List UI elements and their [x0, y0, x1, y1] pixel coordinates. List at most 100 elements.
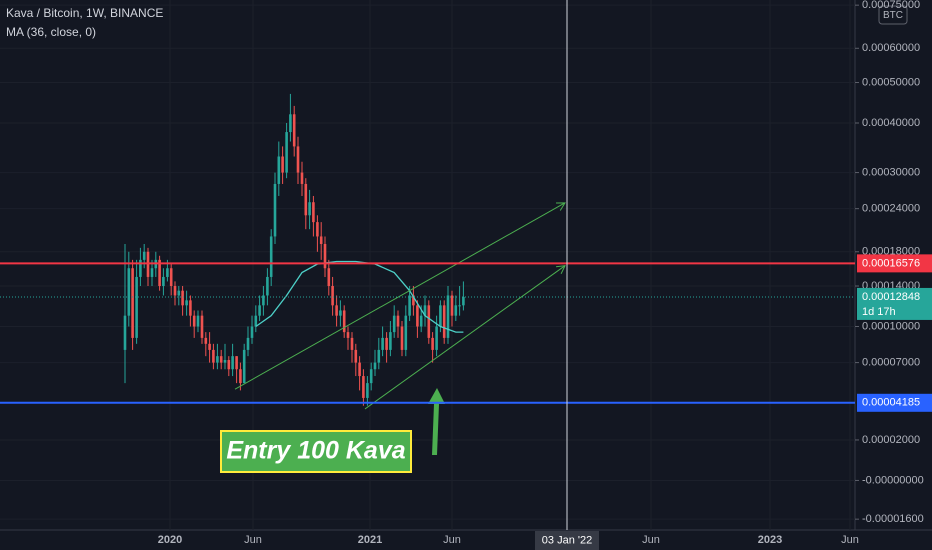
candle-body [304, 183, 308, 216]
level-label-box [857, 254, 932, 273]
candle-body [423, 305, 427, 316]
candle-body [358, 362, 361, 377]
candle-body [204, 337, 208, 344]
candle-body [458, 305, 461, 307]
trendline [364, 265, 566, 410]
annotation-box [220, 430, 412, 473]
y-tick-label: 0.00030000 [862, 166, 920, 178]
candle-body [346, 332, 350, 338]
y-tick-label: 0.00060000 [862, 42, 920, 54]
entry-arrow [428, 388, 445, 455]
y-tick-label: 0.00024000 [862, 203, 920, 215]
candle-body [416, 305, 419, 327]
candle-body [216, 356, 219, 363]
y-tick-label: 0.00050000 [862, 76, 920, 88]
candle-body [362, 376, 365, 398]
candle-body [381, 337, 384, 350]
candle-body [189, 300, 192, 316]
trendline [234, 202, 566, 390]
candle-body [396, 315, 400, 327]
candle-body [354, 349, 358, 363]
candle-body [296, 146, 300, 173]
x-tick-label: 2021 [358, 534, 382, 546]
currency-badge[interactable] [878, 5, 908, 25]
candle-body [142, 251, 146, 260]
candle-body [300, 172, 304, 184]
candle-body [185, 300, 188, 306]
candle-body [158, 259, 161, 287]
candle-body [123, 315, 127, 350]
x-tick-label: Jun [244, 534, 262, 546]
candle-body [127, 268, 131, 316]
y-tick-label: 0.00018000 [862, 246, 920, 258]
last-price-box [857, 287, 932, 320]
candle-body [308, 202, 311, 216]
plot [0, 93, 855, 410]
candle-body [239, 369, 242, 384]
candle-body [331, 286, 334, 306]
candle-body [385, 337, 388, 350]
crosshair-label: 03 Jan '22 [542, 534, 592, 546]
candle-body [312, 202, 315, 223]
candle-body [350, 337, 354, 350]
candle-body [150, 268, 154, 277]
trend-arrowhead [555, 202, 566, 211]
candle-body [166, 268, 169, 277]
trend-arrowhead [556, 265, 566, 275]
level-label: 0.00016576 [862, 257, 920, 269]
y-tick-label: 0.00075000 [862, 0, 920, 11]
candle-body [242, 349, 246, 384]
candle-body [316, 222, 319, 237]
y-tick-label: 0.00002000 [862, 434, 920, 446]
candle-body [285, 132, 288, 173]
chart-title: Kava / Bitcoin, 1W, BINANCE [6, 6, 163, 20]
countdown-label: 1d 17h [862, 306, 896, 318]
candle-body [400, 326, 404, 350]
y-tick-label: 0.00007000 [862, 357, 920, 369]
candle-body [231, 356, 234, 370]
x-tick-label: Jun [841, 534, 859, 546]
candle-body [289, 114, 292, 133]
candle-body [342, 310, 346, 333]
candle-body [369, 369, 373, 384]
candle-body [408, 295, 411, 316]
candle-body [435, 326, 438, 350]
y-tick-label: 0.00040000 [862, 117, 920, 129]
annotation-text: Entry 100 Kava [226, 437, 405, 465]
candle-body [373, 362, 377, 370]
candle-body [339, 310, 342, 316]
candle-body [254, 315, 258, 327]
candle-body [335, 305, 338, 316]
level-label: 0.00004185 [862, 397, 920, 409]
candle-body [327, 268, 331, 287]
candle-body [412, 295, 415, 306]
y-tick-label: -0.00001600 [862, 513, 924, 525]
x-tick-label: Jun [642, 534, 660, 546]
x-tick-label: 2023 [758, 534, 782, 546]
candle-body [427, 305, 431, 338]
candle-body [169, 268, 173, 287]
candle-body [442, 305, 446, 338]
candle-body [162, 276, 165, 287]
candle-body [246, 337, 250, 350]
candle-body [200, 315, 204, 338]
candle-body [219, 356, 223, 363]
candle-body [196, 315, 200, 327]
candle-body [450, 295, 454, 316]
x-tick-label: 2020 [158, 534, 182, 546]
candle-body [192, 315, 196, 327]
candle-body [227, 360, 231, 370]
candle-body [366, 383, 369, 398]
candle-body [235, 356, 238, 370]
candle-body [377, 349, 381, 363]
candle-body [292, 114, 296, 147]
candle-body [454, 305, 458, 316]
candle-body [177, 290, 181, 296]
candle-body [212, 349, 215, 363]
currency-label[interactable]: BTC [883, 10, 903, 21]
candle-body [258, 305, 261, 316]
candle-body [392, 315, 396, 333]
indicator-label: MA (36, close, 0) [6, 25, 96, 39]
y-tick-label: 0.00010000 [862, 320, 920, 332]
